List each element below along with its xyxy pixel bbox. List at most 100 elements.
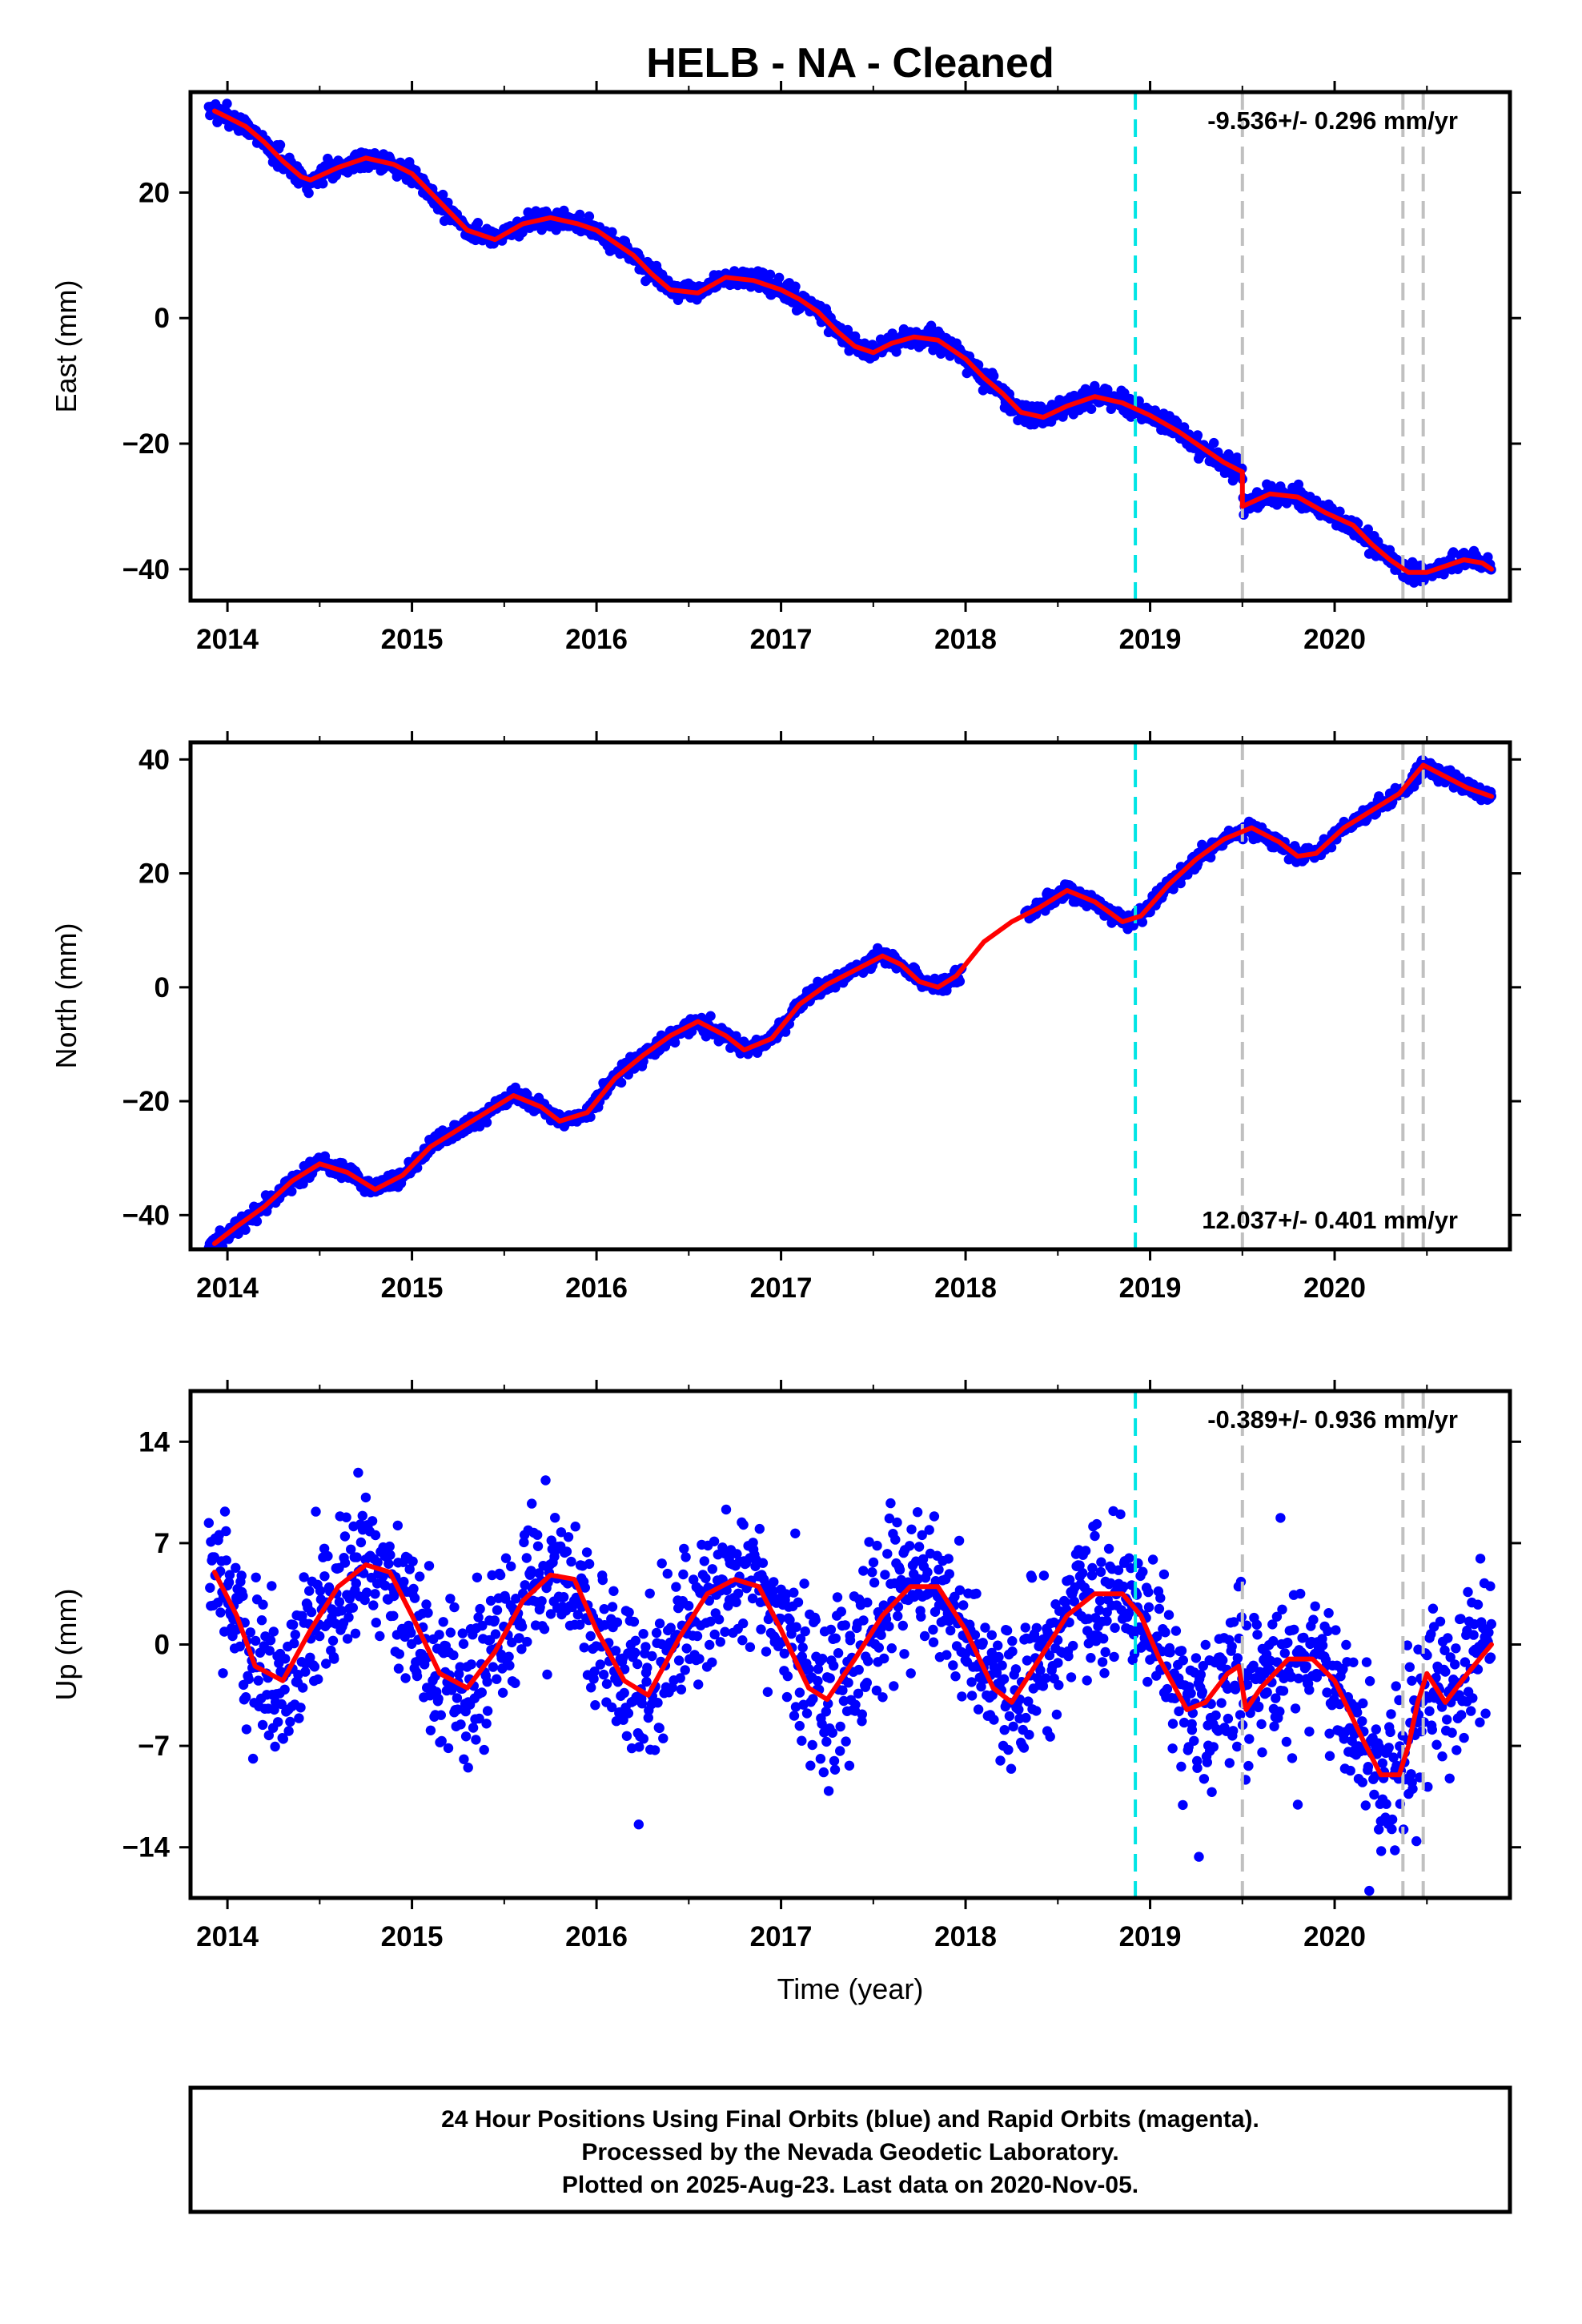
up-data-point bbox=[656, 1558, 667, 1569]
up-data-point bbox=[807, 1739, 817, 1751]
east-x-tick-label: 2015 bbox=[381, 624, 444, 655]
up-data-point bbox=[1143, 1602, 1154, 1613]
up-data-point bbox=[341, 1512, 351, 1522]
up-data-point bbox=[1227, 1641, 1237, 1652]
up-data-point bbox=[1178, 1717, 1190, 1728]
up-data-point bbox=[357, 1510, 367, 1522]
up-data-point bbox=[790, 1528, 801, 1539]
up-data-point bbox=[681, 1552, 691, 1562]
up-data-point bbox=[1211, 1710, 1221, 1721]
up-data-point bbox=[835, 1746, 845, 1756]
north-y-tick-label: 40 bbox=[139, 744, 170, 775]
up-data-point bbox=[1018, 1743, 1030, 1753]
up-data-point bbox=[224, 1570, 235, 1580]
up-data-point bbox=[641, 1676, 652, 1687]
east-data-point bbox=[774, 272, 785, 283]
up-data-point bbox=[917, 1554, 929, 1565]
up-data-point bbox=[829, 1764, 841, 1775]
up-data-point bbox=[1023, 1696, 1034, 1707]
up-data-point bbox=[1361, 1657, 1372, 1667]
up-data-point bbox=[864, 1537, 874, 1547]
up-data-point bbox=[221, 1555, 231, 1566]
up-data-point bbox=[913, 1574, 923, 1584]
up-data-point bbox=[619, 1687, 629, 1699]
up-data-point bbox=[858, 1615, 869, 1626]
up-data-point bbox=[731, 1597, 741, 1608]
up-data-point bbox=[520, 1580, 530, 1590]
up-data-point bbox=[384, 1541, 395, 1552]
up-data-point bbox=[276, 1699, 287, 1710]
up-data-point bbox=[1295, 1588, 1306, 1599]
up-data-point bbox=[1304, 1727, 1315, 1737]
up-data-point bbox=[1174, 1706, 1184, 1717]
up-data-point bbox=[1155, 1593, 1166, 1603]
north-data-point bbox=[1326, 842, 1337, 853]
up-data-point bbox=[762, 1687, 773, 1697]
up-data-point bbox=[1109, 1651, 1119, 1663]
up-data-point bbox=[738, 1519, 749, 1530]
up-data-point bbox=[1229, 1617, 1239, 1627]
up-data-point bbox=[1035, 1665, 1046, 1675]
up-data-point bbox=[1257, 1747, 1267, 1758]
up-data-point bbox=[526, 1566, 536, 1576]
up-panel: 2014 2015 2016 2017 2018 2019 20201470−7−14Up … bbox=[50, 1380, 1521, 1952]
up-data-point bbox=[652, 1698, 663, 1708]
up-data-point bbox=[754, 1523, 765, 1534]
up-data-point bbox=[540, 1475, 551, 1486]
up-data-point bbox=[861, 1678, 873, 1688]
up-data-point bbox=[315, 1586, 326, 1596]
east-data-point bbox=[318, 179, 328, 189]
up-data-point bbox=[1191, 1653, 1202, 1663]
up-data-point bbox=[676, 1684, 687, 1695]
up-data-point bbox=[720, 1626, 730, 1637]
up-data-point bbox=[894, 1565, 905, 1575]
east-data-point bbox=[1192, 430, 1203, 440]
up-data-point bbox=[511, 1594, 521, 1604]
up-data-point bbox=[490, 1629, 501, 1639]
up-data-point bbox=[671, 1582, 681, 1592]
up-data-point bbox=[372, 1557, 383, 1568]
up-data-point bbox=[1194, 1852, 1204, 1862]
up-data-point bbox=[1068, 1640, 1078, 1651]
up-data-point bbox=[267, 1581, 277, 1591]
up-data-point bbox=[361, 1587, 372, 1598]
up-data-point bbox=[1208, 1742, 1219, 1752]
up-data-point bbox=[1142, 1676, 1153, 1687]
up-data-point bbox=[1031, 1622, 1042, 1634]
up-data-point bbox=[1232, 1741, 1243, 1752]
up-data-point bbox=[251, 1635, 261, 1647]
up-data-point bbox=[1165, 1647, 1175, 1658]
up-data-point bbox=[794, 1720, 805, 1731]
up-data-point bbox=[1176, 1646, 1187, 1656]
up-data-point bbox=[801, 1708, 813, 1719]
up-data-point bbox=[1278, 1686, 1289, 1696]
up-data-point bbox=[1163, 1610, 1174, 1620]
up-data-point bbox=[1324, 1751, 1335, 1761]
up-data-point bbox=[448, 1650, 459, 1661]
up-data-point bbox=[532, 1541, 544, 1552]
up-data-point bbox=[973, 1704, 984, 1715]
up-data-point bbox=[1162, 1683, 1173, 1695]
up-data-point bbox=[798, 1699, 809, 1710]
up-data-point bbox=[1192, 1763, 1203, 1773]
up-data-point bbox=[715, 1637, 725, 1647]
up-data-point bbox=[370, 1530, 381, 1541]
up-data-point bbox=[905, 1541, 915, 1551]
up-data-point bbox=[599, 1604, 609, 1614]
up-data-point bbox=[392, 1520, 403, 1531]
east-y-tick-label: −40 bbox=[122, 554, 170, 585]
up-data-point bbox=[924, 1525, 934, 1535]
up-data-point bbox=[1322, 1687, 1332, 1698]
up-data-point bbox=[876, 1630, 886, 1640]
up-data-point bbox=[709, 1629, 720, 1640]
up-data-point bbox=[928, 1637, 939, 1647]
up-data-point bbox=[612, 1617, 623, 1628]
up-data-point bbox=[584, 1558, 595, 1570]
up-data-point bbox=[368, 1600, 379, 1610]
up-data-point bbox=[251, 1572, 261, 1583]
up-data-point bbox=[705, 1616, 716, 1627]
up-data-point bbox=[452, 1693, 463, 1703]
up-data-point bbox=[245, 1627, 255, 1638]
up-data-point bbox=[1277, 1604, 1287, 1615]
up-data-point bbox=[1271, 1693, 1281, 1703]
